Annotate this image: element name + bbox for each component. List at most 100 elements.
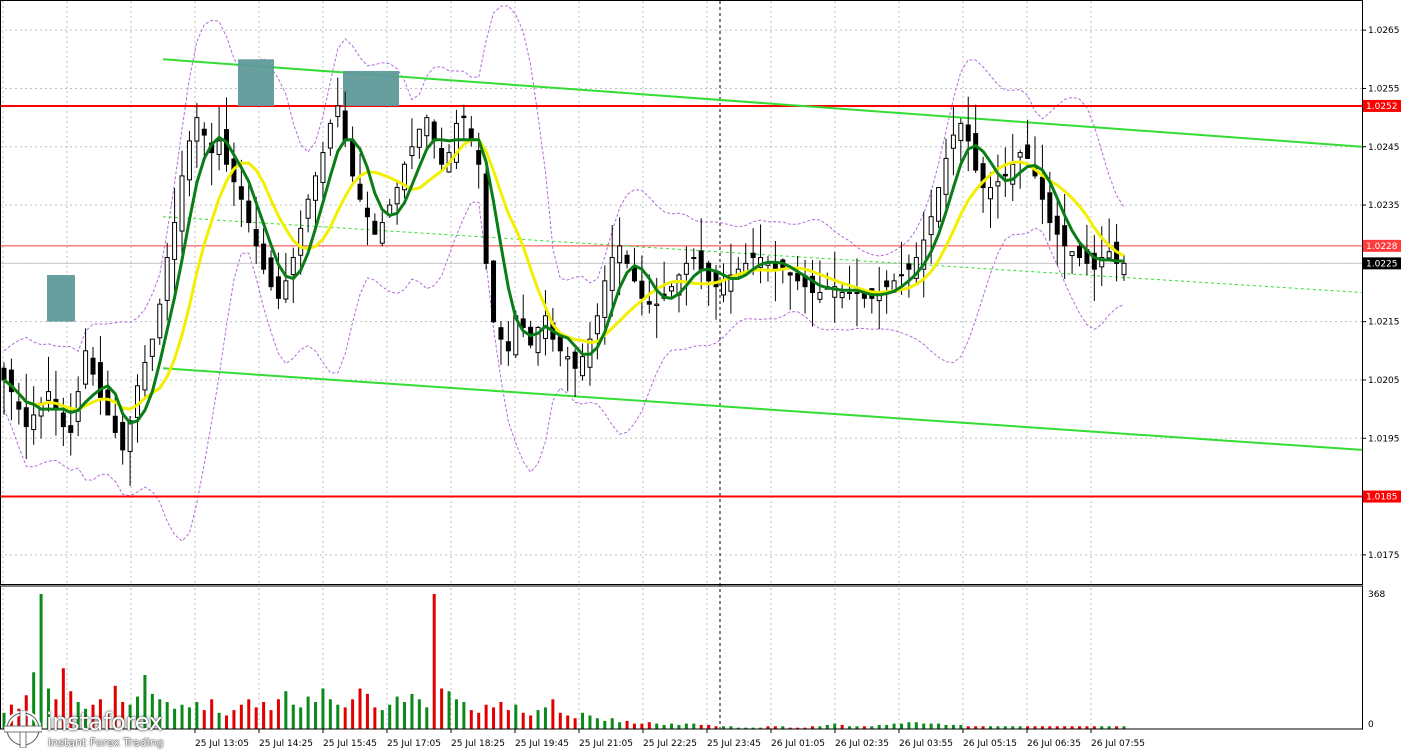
candle-body [320, 152, 326, 184]
volume-bar [143, 675, 147, 729]
candle-body [557, 336, 563, 352]
candle-body [706, 262, 712, 282]
candle-body [68, 425, 74, 433]
candle-body [787, 272, 793, 276]
candle-body [402, 163, 408, 191]
candle-body [179, 175, 185, 232]
y-tick-label: 1.0255 [1368, 84, 1400, 94]
volume-bar [573, 718, 577, 729]
candle-body [602, 280, 608, 318]
volume-bar [558, 712, 562, 729]
volume-bar [810, 726, 814, 729]
candle-body [995, 181, 1001, 187]
highlight-box [238, 59, 274, 106]
volume-bar [944, 724, 948, 729]
candle-body [1017, 152, 1023, 158]
volume-bar [818, 726, 822, 729]
volume-bar [825, 724, 829, 729]
current-price-tag-bg [1363, 257, 1401, 270]
candle-body [1, 367, 7, 381]
candle-body [691, 257, 697, 260]
candle-body [809, 275, 815, 294]
volume-bar [365, 693, 369, 729]
volume-bar [974, 726, 978, 729]
candle-body [980, 163, 986, 189]
candle-body [75, 391, 81, 422]
volume-bar [165, 702, 169, 729]
x-tick-label: 26 Jul 02:35 [835, 739, 889, 749]
volume-bar [1026, 726, 1030, 729]
volume-bar [551, 699, 555, 729]
volume-bar [380, 710, 384, 729]
candle-body [498, 327, 504, 340]
volume-bar [432, 594, 436, 729]
candle-body [357, 183, 363, 200]
candle-body [683, 262, 689, 275]
volume-bar [855, 726, 859, 729]
volume-bar [484, 704, 488, 729]
candle-body [142, 361, 148, 391]
volume-bar [202, 710, 206, 729]
volume-bar [1077, 726, 1081, 729]
volume-bar [17, 708, 21, 729]
volume-bar [239, 704, 243, 729]
volume-bar [603, 720, 607, 729]
volume-bar [454, 699, 458, 729]
ma-fast-line [3, 135, 1124, 425]
volume-bar [469, 710, 473, 729]
candle-body [201, 128, 207, 136]
candle-body [728, 274, 734, 292]
volume-bar [395, 696, 399, 729]
candle-body [609, 257, 615, 291]
candle-body [965, 124, 971, 142]
volume-bar [314, 702, 318, 729]
candle-body [16, 401, 22, 410]
candle-body [750, 252, 756, 259]
volume-bar [1040, 726, 1044, 729]
candle-body [172, 222, 178, 260]
level-tag-upper: 1.0252 [1363, 99, 1401, 112]
volume-bar [447, 691, 451, 729]
volume-bar [1003, 726, 1007, 729]
volume-bar [158, 699, 162, 729]
candle-body [164, 257, 170, 301]
volume-bar [699, 724, 703, 729]
volume-bar [647, 722, 651, 729]
level-tag-upper-text: 1.0252 [1366, 102, 1398, 112]
volume-bar [1100, 726, 1104, 729]
volume-bar [187, 707, 191, 729]
volume-bar [788, 727, 792, 729]
volume-bar [714, 726, 718, 729]
candle-body [535, 326, 541, 354]
candle-body [943, 157, 949, 195]
candle-body [921, 239, 927, 270]
x-tick-label: 25 Jul 19:45 [515, 739, 569, 749]
volume-bar [966, 726, 970, 729]
candle-body [246, 200, 252, 224]
candle-body [186, 140, 192, 181]
candle-body [913, 257, 919, 279]
candle-body [268, 257, 274, 288]
price-pane-frame [0, 0, 1363, 585]
candle-body [1054, 215, 1060, 235]
candle-body [372, 220, 378, 235]
volume-bar [284, 691, 288, 729]
volume-bar [299, 707, 303, 729]
x-tick-label: 25 Jul 15:45 [323, 739, 377, 749]
channel-lower-line [162, 367, 1363, 451]
y-tick-label: 1.0205 [1368, 376, 1400, 386]
candle-body [958, 122, 964, 141]
candle-body [127, 420, 133, 452]
volume-bar [751, 727, 755, 729]
volume-bar [462, 702, 466, 729]
candle-body [453, 122, 459, 163]
volume-bar [529, 715, 533, 729]
volume-bar [32, 672, 36, 729]
volume-bar [996, 726, 1000, 729]
volume-bar [1115, 726, 1119, 729]
volume-bar [262, 702, 266, 729]
candle-body [275, 276, 281, 299]
candle-body [105, 389, 111, 416]
candle-body [906, 263, 912, 270]
